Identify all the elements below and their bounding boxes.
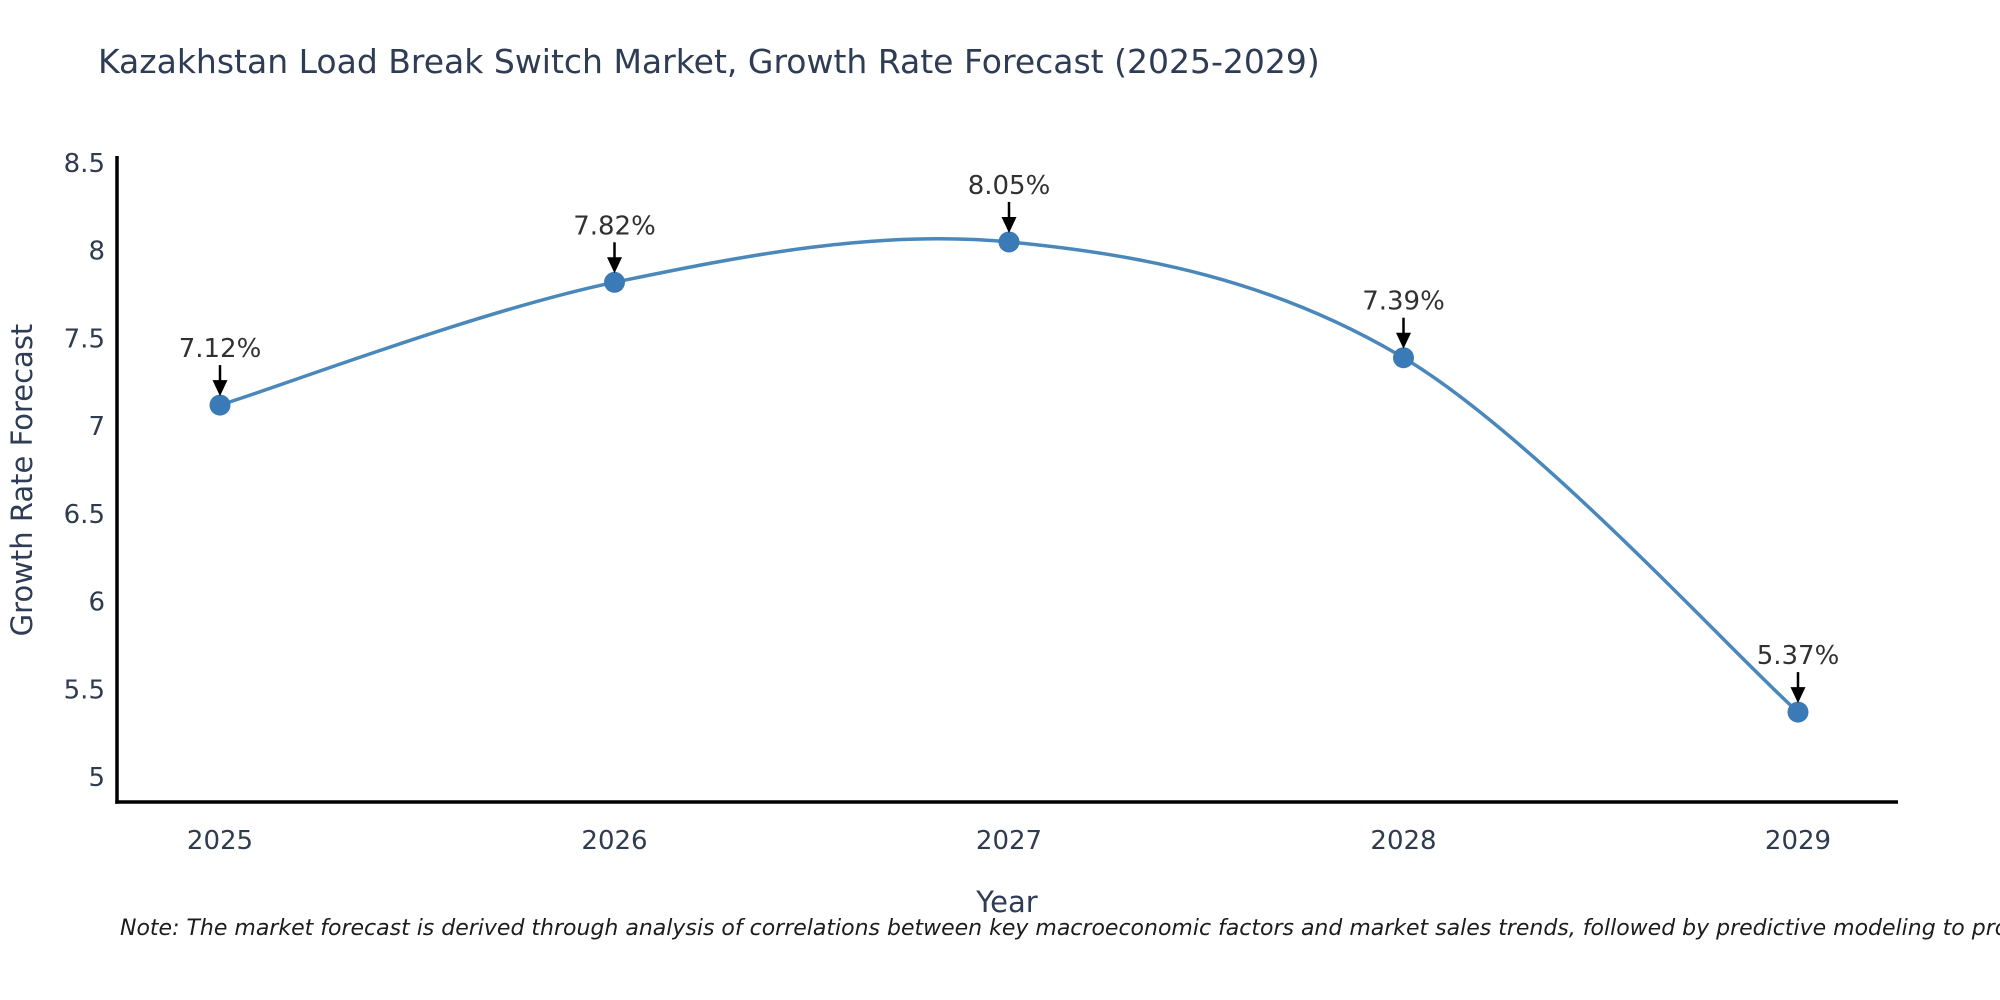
y-tick-label: 8.5 bbox=[64, 149, 105, 179]
x-tick-label: 2029 bbox=[1765, 826, 1831, 856]
x-tick-label: 2028 bbox=[1370, 826, 1436, 856]
annotation-arrowhead-icon bbox=[1790, 687, 1806, 704]
annotation-arrowhead-icon bbox=[1396, 332, 1411, 349]
trend-line bbox=[218, 236, 1800, 714]
data-point-label: 7.39% bbox=[1362, 287, 1445, 317]
data-point-marker bbox=[1787, 701, 1809, 723]
annotation-arrowhead-icon bbox=[1001, 216, 1017, 233]
data-point-marker bbox=[998, 231, 1020, 253]
data-point-label: 7.12% bbox=[179, 334, 262, 364]
data-point-label: 7.82% bbox=[573, 211, 656, 241]
y-tick-label: 5.5 bbox=[64, 675, 105, 705]
y-tick-label: 6.5 bbox=[64, 500, 105, 530]
annotation-arrowhead-icon bbox=[607, 257, 622, 274]
y-tick-label: 7.5 bbox=[64, 324, 105, 354]
x-tick-label: 2027 bbox=[976, 826, 1042, 856]
y-tick-label: 7 bbox=[88, 412, 105, 442]
axes: 5 5.5 6 6.5 7 7.5 8 8.5 2025 2026 2027 2028 2029 bbox=[64, 149, 1898, 856]
y-axis-title: Growth Rate Forecast bbox=[5, 324, 39, 637]
data-point-marker bbox=[604, 271, 625, 293]
data-point-marker bbox=[1393, 347, 1414, 369]
x-tick-label: 2025 bbox=[187, 826, 253, 856]
data-point-label: 5.37% bbox=[1757, 641, 1840, 671]
data-point-label: 8.05% bbox=[968, 171, 1051, 201]
x-axis-title: Year bbox=[975, 885, 1037, 919]
point-annotations: 7.12% 7.82% 8.05% 7.39% 5.37% bbox=[179, 171, 1840, 704]
forecast-methodology-note: Note: The market forecast is derived thr… bbox=[120, 916, 2000, 941]
annotation-arrowhead-icon bbox=[212, 380, 228, 397]
y-tick-label: 6 bbox=[88, 588, 105, 618]
data-point-marker bbox=[209, 394, 231, 416]
chart-title: Kazakhstan Load Break Switch Market, Gro… bbox=[98, 42, 1320, 81]
y-tick-label: 8 bbox=[88, 237, 105, 267]
y-tick-label: 5 bbox=[88, 763, 105, 793]
series-growth-rate bbox=[209, 231, 1809, 723]
x-tick-label: 2026 bbox=[581, 826, 647, 856]
